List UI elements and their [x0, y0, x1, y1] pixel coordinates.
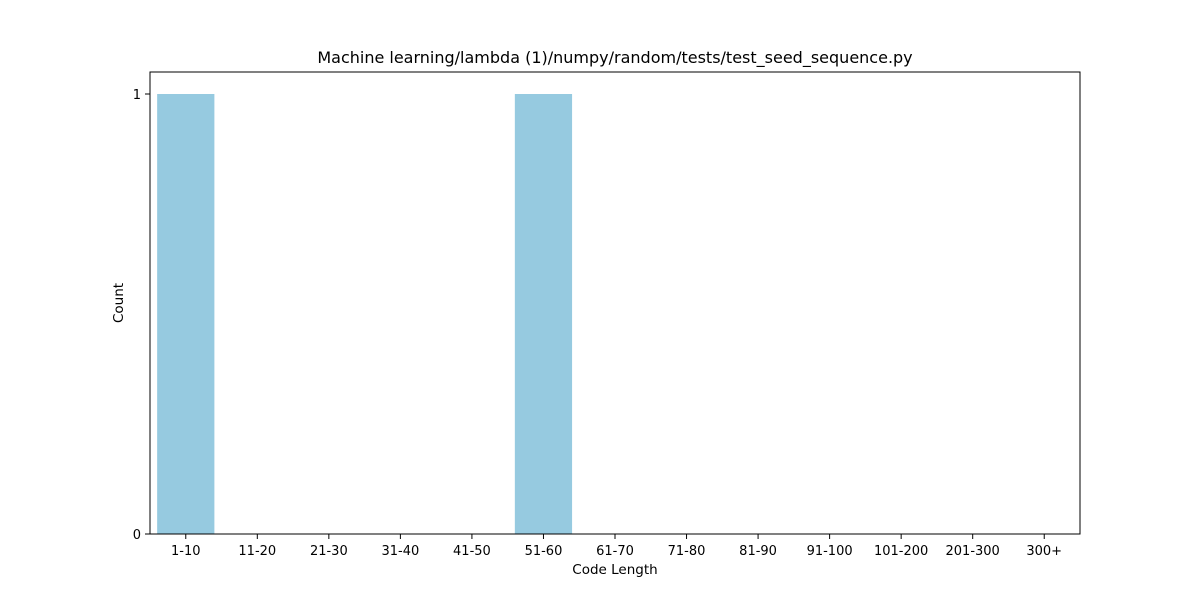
x-tick-label: 31-40: [381, 544, 419, 559]
plot-frame: [149, 71, 1081, 535]
x-tick-label: 61-70: [596, 544, 634, 559]
x-tick-label: 81-90: [739, 544, 777, 559]
x-tick-label: 1-10: [171, 544, 201, 559]
x-tick-label: 11-20: [238, 544, 276, 559]
x-tick-label: 71-80: [668, 544, 706, 559]
x-axis-label: Code Length: [572, 562, 657, 578]
x-tick-label: 300+: [1026, 544, 1062, 559]
bars-layer: [157, 94, 573, 534]
x-tick-label: 51-60: [525, 544, 563, 559]
bar-1-10: [157, 94, 215, 534]
y-tick-label: 0: [133, 528, 141, 543]
x-axis-ticks: 1-10 11-20 21-30 31-40 41-50 51-60 61-70 71-80 8…: [171, 534, 1062, 559]
x-tick-label: 21-30: [310, 544, 348, 559]
bar-51-60: [514, 94, 573, 534]
x-tick-label: 101-200: [874, 544, 928, 559]
y-axis-ticks: 01: [133, 88, 150, 543]
x-tick-label: 91-100: [807, 544, 853, 559]
x-tick-label: 41-50: [453, 544, 491, 559]
y-axis-label: Count: [111, 283, 127, 323]
chart-title: Machine learning/lambda (1)/numpy/random…: [317, 48, 912, 68]
y-tick-label: 1: [133, 88, 141, 103]
x-tick-label: 201-300: [946, 544, 1000, 559]
